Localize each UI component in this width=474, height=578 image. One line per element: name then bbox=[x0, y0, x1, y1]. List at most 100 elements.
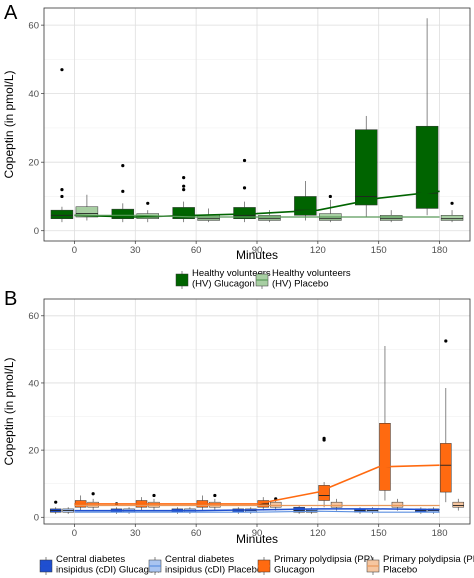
box-iqr bbox=[440, 215, 464, 221]
y-axis-title: Copeptin (in pmol/L) bbox=[2, 70, 16, 178]
outlier-point bbox=[322, 438, 326, 442]
series-2-mean-line bbox=[74, 510, 440, 513]
box-iqr bbox=[355, 129, 378, 206]
series-1-mean-line bbox=[74, 508, 440, 512]
box bbox=[233, 158, 256, 223]
box-iqr bbox=[391, 501, 404, 508]
series-1-boxes bbox=[50, 18, 439, 223]
x-tick-label: 90 bbox=[252, 528, 263, 539]
outlier-point bbox=[146, 201, 150, 205]
x-tick-label: 60 bbox=[191, 528, 202, 539]
box-iqr bbox=[440, 443, 452, 493]
y-tick-label: 0 bbox=[34, 226, 39, 237]
x-tick-label: 30 bbox=[130, 528, 141, 539]
x-tick-label: 150 bbox=[371, 245, 387, 256]
y-tick-label: 40 bbox=[28, 378, 39, 389]
outlier-point bbox=[450, 201, 454, 205]
outlier-point bbox=[60, 188, 64, 192]
outlier-point bbox=[182, 188, 186, 192]
outlier-point bbox=[242, 186, 247, 190]
box bbox=[62, 507, 74, 514]
outlier-point bbox=[182, 184, 186, 188]
box-iqr bbox=[172, 207, 195, 219]
box bbox=[75, 194, 99, 221]
box-iqr bbox=[294, 196, 317, 216]
box bbox=[379, 210, 403, 223]
series-3-mean-line bbox=[74, 464, 440, 505]
panel-a: 0 20 40 60 0 30 60 90 120 150 180 Minutes Copeptin (… bbox=[2, 7, 471, 290]
legend-label: (HV) Placebo bbox=[272, 279, 329, 290]
panel-a-letter: A bbox=[4, 2, 18, 24]
x-tick-label: 120 bbox=[310, 245, 326, 256]
legend-item: Primary polydipsia (PP)Glucagon bbox=[257, 554, 373, 576]
box-iqr bbox=[111, 208, 135, 219]
series-1-mean-line bbox=[74, 190, 440, 218]
box-iqr bbox=[50, 209, 74, 219]
x-tick-label: 180 bbox=[432, 245, 448, 256]
legend-label: Central diabetes bbox=[56, 554, 125, 565]
outlier-point bbox=[54, 500, 58, 504]
y-tick-label: 60 bbox=[28, 20, 39, 31]
x-axis-title: Minutes bbox=[236, 248, 278, 262]
outlier-point bbox=[91, 492, 95, 496]
y-axis-title: Copeptin (in pmol/L) bbox=[2, 357, 16, 465]
legend-label: (HV) Glucagon bbox=[192, 279, 255, 290]
box-iqr bbox=[379, 423, 391, 491]
legend-label: insipidus (cDI) Glucagon bbox=[56, 565, 160, 576]
x-tick-label: 0 bbox=[72, 528, 77, 539]
box-iqr bbox=[330, 501, 343, 508]
panel-b-letter: B bbox=[4, 288, 17, 310]
box-iqr bbox=[379, 215, 403, 221]
x-tick-label: 0 bbox=[72, 245, 77, 256]
y-tick-label: 20 bbox=[28, 445, 39, 456]
x-tick-label: 60 bbox=[191, 245, 202, 256]
legend-label: Glucagon bbox=[274, 565, 315, 576]
legend-label: Primary polydipsia (PP) bbox=[383, 554, 474, 565]
y-tick-label: 0 bbox=[34, 513, 39, 524]
legend-label: Healthy volunteers bbox=[272, 268, 351, 279]
box bbox=[355, 115, 378, 218]
outlier-point bbox=[213, 493, 217, 498]
legend-item: Healthy volunteers(HV) Placebo bbox=[255, 268, 351, 290]
box bbox=[440, 201, 464, 223]
box bbox=[440, 339, 452, 503]
legend-label: Healthy volunteers bbox=[192, 268, 271, 279]
outlier-point bbox=[242, 158, 247, 163]
legend-item: Primary polydipsia (PP)Placebo bbox=[366, 554, 474, 576]
y-tick-label: 60 bbox=[28, 311, 39, 322]
x-tick-label: 120 bbox=[310, 528, 326, 539]
x-tick-label: 180 bbox=[432, 528, 448, 539]
outlier-point bbox=[152, 493, 156, 498]
box-iqr bbox=[197, 215, 220, 221]
series-2-mean-line bbox=[74, 214, 440, 218]
x-axis-title: Minutes bbox=[236, 532, 278, 546]
panel-b: 0 20 40 60 0 30 60 90 120 150 180 Minutes Copeptin (… bbox=[2, 298, 474, 576]
outlier-point bbox=[182, 176, 186, 180]
legend-label: Placebo bbox=[383, 565, 417, 576]
outlier-point bbox=[60, 68, 64, 72]
legend-label: insipidus (cDI) Placebo bbox=[165, 565, 262, 576]
y-tick-label: 40 bbox=[28, 89, 39, 100]
box bbox=[50, 68, 74, 223]
box-iqr bbox=[75, 206, 99, 218]
outlier-point bbox=[328, 194, 332, 199]
box bbox=[452, 498, 465, 511]
outlier-point bbox=[121, 164, 125, 168]
box-iqr bbox=[318, 485, 330, 501]
x-tick-label: 90 bbox=[252, 245, 263, 256]
y-tick-label: 20 bbox=[28, 157, 39, 168]
outlier-point bbox=[60, 194, 64, 199]
x-tick-label: 150 bbox=[371, 528, 387, 539]
box-iqr bbox=[269, 501, 282, 508]
box-iqr bbox=[415, 125, 439, 209]
outlier-point bbox=[121, 189, 125, 193]
legend-label: Central diabetes bbox=[165, 554, 234, 565]
x-tick-label: 30 bbox=[130, 245, 141, 256]
box bbox=[258, 210, 281, 223]
legend-label: Primary polydipsia (PP) bbox=[274, 554, 373, 565]
